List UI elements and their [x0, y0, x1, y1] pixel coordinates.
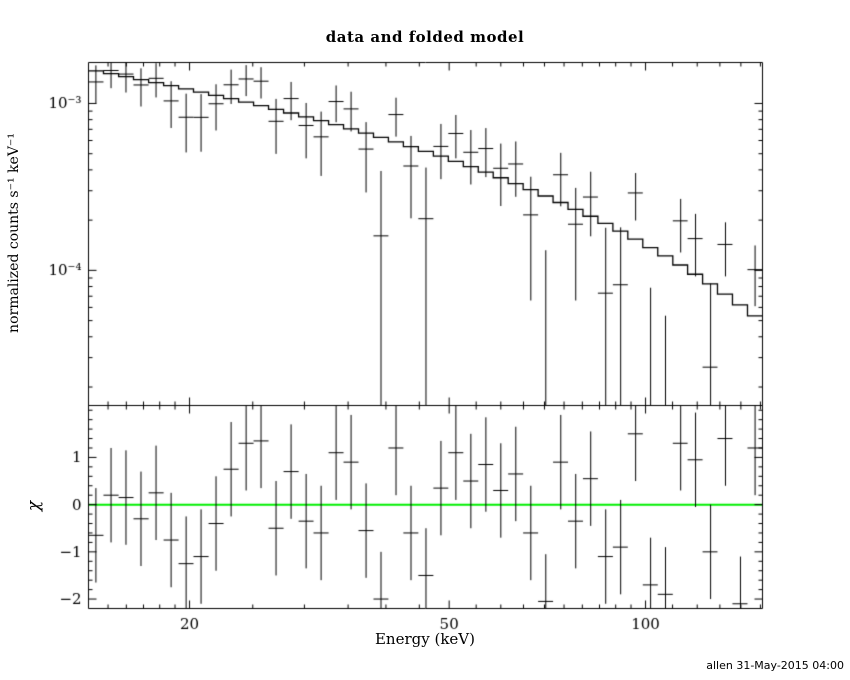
- plot-signature: allen 31-May-2015 04:00: [706, 659, 844, 672]
- plot-title: data and folded model: [325, 28, 525, 46]
- y-axis-label-counts: normalized counts s⁻¹ keV⁻¹: [6, 133, 22, 333]
- y-axis-label-chi: χ: [24, 500, 44, 512]
- x-axis-label: Energy (keV): [374, 630, 475, 648]
